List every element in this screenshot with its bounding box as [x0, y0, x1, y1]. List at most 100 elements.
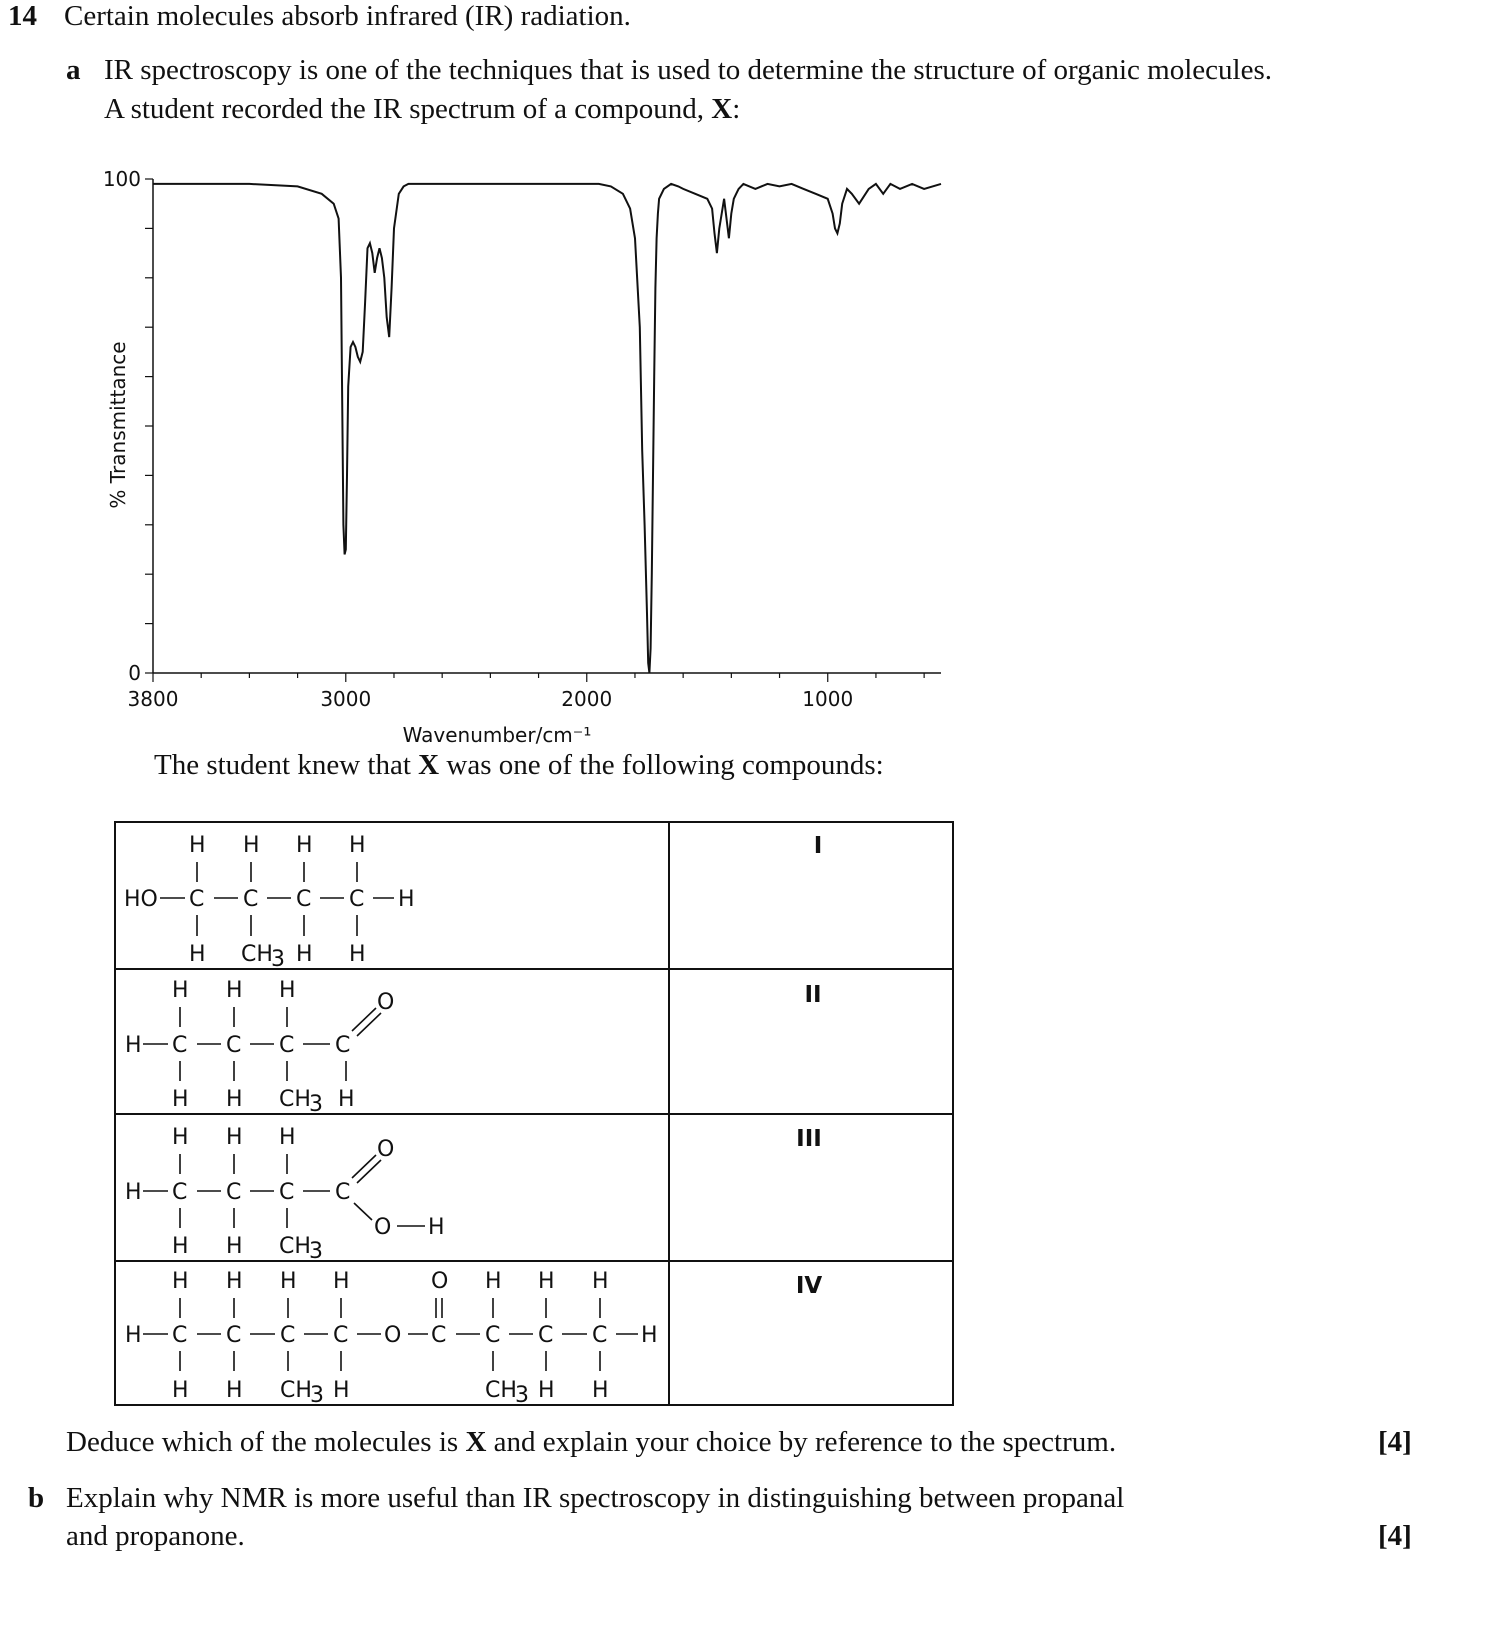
svg-text:C: C	[279, 1180, 294, 1205]
chart-ticks: 0 100 3800 3000 2000 1000	[103, 167, 925, 711]
following-compounds-text: The student knew that X was one of the f…	[154, 749, 884, 782]
part-a-line2-suffix: :	[732, 93, 741, 125]
part-b-line1: Explain why NMR is more useful than IR s…	[66, 1482, 1125, 1514]
part-a-line2-prefix: A student recorded the IR spectrum of a …	[104, 93, 712, 125]
svg-text:C: C	[189, 887, 204, 912]
ir-spectrum-chart: 0 100 3800 3000 2000 1000 % Transmittance Wav…	[103, 167, 942, 747]
svg-text:H: H	[226, 1378, 243, 1403]
svg-text:3: 3	[309, 1092, 323, 1117]
svg-text:C: C	[172, 1180, 187, 1205]
svg-text:3: 3	[309, 1239, 323, 1264]
spectrum-line	[153, 182, 942, 674]
svg-text:C: C	[172, 1033, 187, 1058]
svg-text:H: H	[538, 1269, 555, 1294]
compound-label-iii: III	[796, 1126, 822, 1152]
svg-text:C: C	[538, 1323, 553, 1348]
svg-text:H: H	[226, 1087, 243, 1112]
part-a-marks: [4]	[1378, 1426, 1412, 1458]
svg-text:H: H	[125, 1180, 142, 1205]
svg-text:C: C	[280, 1323, 295, 1348]
compound-x-ref: X	[711, 93, 733, 125]
svg-text:C: C	[279, 1033, 294, 1058]
svg-text:H: H	[592, 1378, 609, 1403]
part-a-line2: A student recorded the IR spectrum of a …	[104, 93, 740, 126]
svg-text:H: H	[125, 1323, 142, 1348]
svg-text:3: 3	[310, 1383, 324, 1408]
part-b-letter: b	[28, 1482, 45, 1514]
svg-text:H: H	[296, 833, 313, 858]
svg-text:H: H	[172, 1234, 189, 1259]
svg-text:C: C	[172, 1323, 187, 1348]
svg-text:H: H	[172, 1125, 189, 1150]
svg-text:C: C	[226, 1323, 241, 1348]
svg-text:H: H	[592, 1269, 609, 1294]
svg-text:H: H	[349, 833, 366, 858]
svg-text:H: H	[125, 1033, 142, 1058]
svg-text:H: H	[641, 1323, 658, 1348]
svg-text:C: C	[335, 1033, 350, 1058]
svg-text:C: C	[243, 887, 258, 912]
svg-text:H: H	[243, 833, 260, 858]
svg-text:3: 3	[271, 947, 285, 972]
svg-text:O: O	[384, 1323, 401, 1348]
svg-text:O: O	[431, 1269, 448, 1294]
svg-text:H: H	[226, 978, 243, 1003]
compound-x-ref-2: X	[418, 749, 440, 781]
compound-label-ii: II	[804, 982, 821, 1008]
svg-text:H: H	[226, 1234, 243, 1259]
deduce-suffix: and explain your choice by reference to …	[486, 1426, 1117, 1458]
svg-text:C: C	[296, 887, 311, 912]
svg-text:H: H	[280, 1269, 297, 1294]
svg-text:H: H	[172, 1378, 189, 1403]
svg-text:O: O	[377, 1137, 394, 1162]
svg-text:H: H	[172, 1269, 189, 1294]
svg-text:HO: HO	[124, 887, 158, 912]
compound-x-ref-3: X	[465, 1426, 487, 1458]
svg-text:H: H	[279, 978, 296, 1003]
svg-text:C: C	[485, 1323, 500, 1348]
svg-text:H: H	[538, 1378, 555, 1403]
svg-text:H: H	[189, 942, 206, 967]
question-stem: Certain molecules absorb infrared (IR) r…	[64, 0, 631, 32]
x-tick-label-1000: 1000	[802, 687, 853, 711]
svg-text:C: C	[335, 1180, 350, 1205]
x-tick-label-2000: 2000	[561, 687, 612, 711]
svg-text:C: C	[349, 887, 364, 912]
part-a-line1: IR spectroscopy is one of the techniques…	[104, 54, 1273, 86]
svg-text:C: C	[226, 1033, 241, 1058]
part-a-letter: a	[66, 54, 81, 86]
svg-text:H: H	[338, 1087, 355, 1112]
svg-text:O: O	[374, 1215, 391, 1240]
x-tick-label-3000: 3000	[320, 687, 371, 711]
part-b-line2: and propanone.	[66, 1520, 245, 1552]
svg-text:C: C	[592, 1323, 607, 1348]
svg-text:C: C	[226, 1180, 241, 1205]
svg-text:H: H	[189, 833, 206, 858]
compound-label-iv: IV	[796, 1273, 823, 1299]
svg-text:C: C	[333, 1323, 348, 1348]
svg-text:3: 3	[515, 1383, 529, 1408]
structure-iii: H H H H C C C C O O H H H CH3	[125, 1125, 445, 1264]
svg-text:H: H	[172, 1087, 189, 1112]
y-tick-label-100: 100	[103, 167, 141, 191]
deduce-prefix: Deduce which of the molecules is	[66, 1426, 466, 1458]
svg-text:H: H	[398, 887, 415, 912]
svg-text:H: H	[172, 978, 189, 1003]
svg-text:C: C	[431, 1323, 446, 1348]
svg-text:CH: CH	[280, 1378, 312, 1403]
svg-text:H: H	[226, 1269, 243, 1294]
y-axis-label: % Transmittance	[106, 341, 130, 508]
svg-text:H: H	[279, 1125, 296, 1150]
svg-text:H: H	[296, 942, 313, 967]
svg-text:H: H	[333, 1269, 350, 1294]
part-b-marks: [4]	[1378, 1520, 1412, 1552]
svg-text:H: H	[333, 1378, 350, 1403]
svg-text:H: H	[349, 942, 366, 967]
following-prefix: The student knew that	[154, 749, 419, 781]
y-tick-label-0: 0	[128, 661, 141, 685]
x-axis-label: Wavenumber/cm⁻¹	[403, 723, 592, 747]
